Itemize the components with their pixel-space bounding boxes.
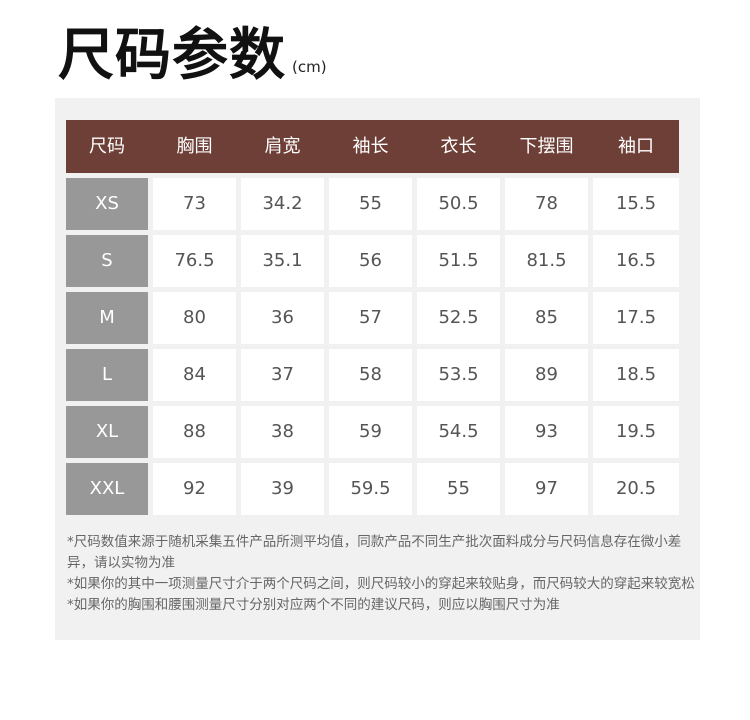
table-cell: 18.5	[593, 349, 679, 401]
table-cell: 80	[153, 292, 236, 344]
table-cell: 34.2	[241, 178, 324, 230]
size-label-cell: XL	[66, 406, 148, 458]
column-header: 袖口	[618, 136, 654, 157]
size-label-cell: XS	[66, 178, 148, 230]
table-cell: 93	[505, 406, 588, 458]
table-cell: 51.5	[417, 235, 500, 287]
table-cell: 55	[329, 178, 412, 230]
column-header: 衣长	[440, 136, 477, 157]
table-cell: 57	[329, 292, 412, 344]
column-header: 肩宽	[264, 136, 301, 157]
table-cell: 17.5	[593, 292, 679, 344]
size-label-cell: M	[66, 292, 148, 344]
table-cell: 20.5	[593, 463, 679, 515]
table-cell: 52.5	[417, 292, 500, 344]
table-cell: 85	[505, 292, 588, 344]
footnotes: *尺码数值来源于随机采集五件产品所测平均值，同款产品不同生产批次面料成分与尺码信…	[67, 532, 707, 616]
table-cell: 55	[417, 463, 500, 515]
table-cell: 36	[241, 292, 324, 344]
table-cell: 59	[329, 406, 412, 458]
footnote: *如果你的其中一项测量尺寸介于两个尺码之间，则尺码较小的穿起来较贴身，而尺码较大…	[67, 576, 695, 592]
table-cell: 50.5	[417, 178, 500, 230]
table-cell: 58	[329, 349, 412, 401]
size-label-cell: L	[66, 349, 148, 401]
table-cell: 53.5	[417, 349, 500, 401]
table-cell: 81.5	[505, 235, 588, 287]
size-label-cell: XXL	[66, 463, 148, 515]
table-cell: 97	[505, 463, 588, 515]
table-cell: 39	[241, 463, 324, 515]
page-title: 尺码参数	[58, 23, 286, 88]
table-cell: 54.5	[417, 406, 500, 458]
table-cell: 38	[241, 406, 324, 458]
size-label-cell: S	[66, 235, 148, 287]
table-cell: 19.5	[593, 406, 679, 458]
table-cell: 16.5	[593, 235, 679, 287]
column-header: 尺码	[89, 136, 125, 157]
table-cell: 78	[505, 178, 588, 230]
table-cell: 92	[153, 463, 236, 515]
table-cell: 89	[505, 349, 588, 401]
unit-label: (cm)	[292, 58, 327, 76]
footnote: *如果你的胸围和腰围测量尺寸分别对应两个不同的建议尺码，则应以胸围尺寸为准	[67, 597, 560, 613]
table-cell: 88	[153, 406, 236, 458]
table-cell: 37	[241, 349, 324, 401]
column-header: 下摆围	[519, 136, 574, 157]
table-cell: 56	[329, 235, 412, 287]
table-header: 尺码 胸围 肩宽 袖长 衣长 下摆围 袖口	[66, 120, 679, 173]
table-cell: 59.5	[329, 463, 412, 515]
column-header: 胸围	[176, 136, 213, 157]
table-cell: 35.1	[241, 235, 324, 287]
table-cell: 84	[153, 349, 236, 401]
table-cell: 76.5	[153, 235, 236, 287]
footnote: *尺码数值来源于随机采集五件产品所测平均值，同款产品不同生产批次面料成分与尺码信…	[67, 534, 682, 571]
column-header: 袖长	[352, 136, 389, 157]
table-cell: 73	[153, 178, 236, 230]
table-cell: 15.5	[593, 178, 679, 230]
